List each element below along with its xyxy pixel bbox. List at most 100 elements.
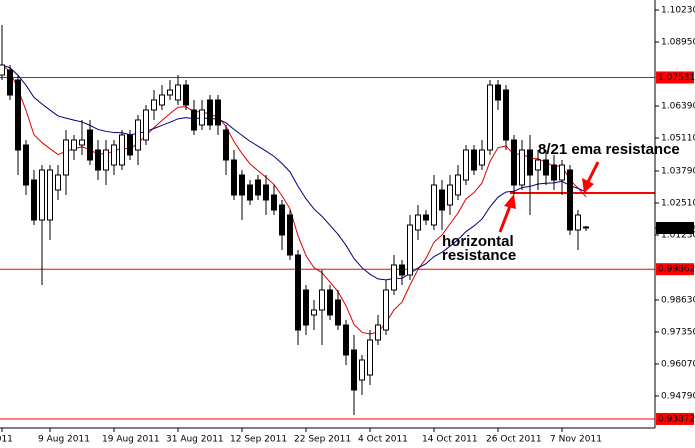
x-tick-label: 4 Oct 2011: [358, 435, 408, 445]
candle-body: [471, 149, 477, 171]
candle-body: [143, 109, 149, 141]
candle-body: [31, 179, 37, 221]
candle-body: [463, 149, 469, 181]
x-tick-label: 9 Aug 2011: [38, 435, 90, 445]
candle-body: [311, 309, 317, 316]
level-label: 1.07531: [658, 73, 695, 83]
candle-body: [319, 289, 325, 311]
candle-body: [287, 214, 293, 256]
candle-body: [455, 174, 461, 196]
annotation-arrowhead: [582, 178, 594, 193]
candle-body: [191, 109, 197, 131]
level-label: 0.93872: [658, 414, 695, 424]
x-tick-label: 22 Sep 2011: [294, 435, 351, 445]
level-label-box: [656, 412, 694, 425]
candle-body: [111, 144, 117, 166]
candle-body: [447, 184, 453, 206]
candle-body: [407, 224, 413, 276]
candle-body: [383, 289, 389, 331]
y-tick-label: 0.98630: [661, 296, 695, 306]
y-tick-label: 1.02510: [661, 199, 695, 209]
candle-body: [415, 214, 421, 231]
candle-body: [519, 149, 525, 186]
annotation-text: 8/21 ema resistance: [538, 141, 680, 158]
candle-body: [23, 144, 29, 186]
candle-body: [159, 94, 165, 106]
candle-body: [231, 159, 237, 196]
candle-body: [39, 169, 45, 221]
candle-body: [487, 84, 493, 151]
ema-line: [1, 64, 587, 281]
candle-body: [351, 349, 357, 391]
candle-body: [271, 194, 277, 211]
candle-body: [479, 149, 485, 166]
candle-body: [79, 139, 85, 146]
x-tick-label: 19 Aug 2011: [102, 435, 160, 445]
candle-body: [255, 179, 261, 196]
y-tick-label: 1.01230: [661, 231, 695, 241]
candle-body: [559, 164, 565, 181]
candle-body: [399, 264, 405, 276]
x-tick-label: 7 Nov 2011: [550, 435, 602, 445]
candle-body: [63, 139, 69, 176]
y-tick-label: 1.05110: [661, 134, 695, 144]
candle-body: [55, 174, 61, 191]
candle-body: [167, 89, 173, 96]
annotation-arrowhead: [504, 194, 516, 209]
candle-body: [375, 324, 381, 341]
candle-body: [0, 64, 5, 76]
y-tick-label: 0.96070: [661, 360, 695, 370]
level-label-box: [656, 71, 694, 84]
candle-body: [95, 149, 101, 171]
y-tick-label: 0.97350: [661, 328, 695, 338]
candle-body: [511, 139, 517, 186]
candle-body: [239, 174, 245, 196]
candle-body: [439, 189, 445, 211]
level-label: 0.99862: [658, 265, 695, 275]
y-tick-label: 0.94790: [661, 392, 695, 402]
candle-body: [431, 184, 437, 226]
plot-area: [0, 25, 655, 420]
candle-body: [151, 99, 157, 111]
candle-body: [247, 184, 253, 201]
annotation-arrow: [498, 205, 512, 233]
candle-body: [575, 214, 581, 231]
candle-body: [551, 164, 557, 181]
x-tick-label: 2011: [0, 435, 13, 445]
current-price-label: 1.01510: [658, 224, 695, 234]
candle-body: [183, 84, 189, 106]
candle-body: [391, 264, 397, 291]
candle-body: [295, 254, 301, 331]
x-tick-label: 26 Oct 2011: [486, 435, 542, 445]
level-label-box: [656, 263, 694, 276]
candle-body: [279, 204, 285, 236]
annotation-arrow: [586, 161, 600, 183]
candle-body: [423, 214, 429, 221]
candle-body: [343, 324, 349, 356]
candle-body: [175, 84, 181, 101]
candle-body: [367, 339, 373, 376]
y-tick-label: 1.10230: [661, 6, 695, 16]
annotation-text: resistance: [442, 247, 516, 264]
y-tick-label: 1.08950: [661, 38, 695, 48]
candle-body: [263, 184, 269, 201]
candle-body: [567, 169, 573, 231]
x-tick-label: 14 Oct 2011: [422, 435, 478, 445]
candle-body: [127, 134, 133, 156]
candle-body: [215, 99, 221, 126]
candle-body: [223, 129, 229, 161]
candle-body: [495, 84, 501, 101]
candle-body: [87, 129, 93, 161]
candle-body: [535, 159, 541, 171]
candle-body: [527, 149, 533, 176]
annotations: 8/21 ema resistance horizontal resistanc…: [442, 141, 680, 264]
candle-body: [543, 159, 549, 176]
candle-body: [47, 169, 53, 221]
candle-body: [583, 226, 589, 229]
current-price-box: [656, 222, 694, 234]
candle-body: [335, 299, 341, 326]
x-tick-label: 31 Aug 2011: [166, 435, 224, 445]
candle-body: [207, 99, 213, 126]
